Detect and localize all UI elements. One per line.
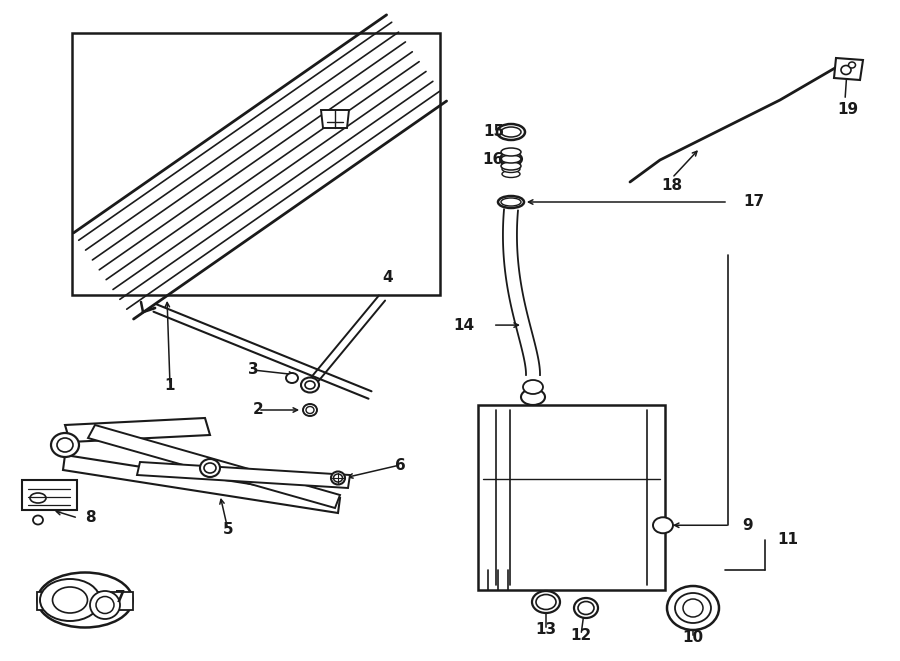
Ellipse shape bbox=[502, 171, 520, 178]
Ellipse shape bbox=[521, 389, 545, 405]
Bar bbox=[22, 480, 77, 510]
Ellipse shape bbox=[96, 596, 114, 613]
Ellipse shape bbox=[841, 65, 851, 75]
Ellipse shape bbox=[301, 377, 319, 393]
Ellipse shape bbox=[501, 198, 521, 206]
Text: 10: 10 bbox=[682, 631, 704, 646]
Ellipse shape bbox=[33, 516, 43, 524]
Ellipse shape bbox=[51, 433, 79, 457]
Ellipse shape bbox=[501, 148, 521, 156]
Ellipse shape bbox=[204, 463, 216, 473]
Ellipse shape bbox=[675, 593, 711, 623]
Text: 2: 2 bbox=[253, 403, 264, 418]
Ellipse shape bbox=[502, 165, 520, 173]
Ellipse shape bbox=[501, 162, 521, 170]
Text: 7: 7 bbox=[115, 590, 126, 605]
Ellipse shape bbox=[532, 591, 560, 613]
Ellipse shape bbox=[667, 586, 719, 630]
Text: 8: 8 bbox=[85, 510, 95, 525]
Ellipse shape bbox=[849, 62, 856, 68]
Ellipse shape bbox=[497, 124, 525, 140]
Polygon shape bbox=[37, 592, 133, 610]
Text: 11: 11 bbox=[777, 533, 798, 547]
Text: 9: 9 bbox=[742, 518, 752, 533]
Text: 17: 17 bbox=[743, 194, 764, 210]
Ellipse shape bbox=[52, 587, 87, 613]
Bar bbox=[72, 33, 440, 295]
Polygon shape bbox=[321, 110, 349, 128]
Ellipse shape bbox=[57, 438, 73, 452]
Text: 13: 13 bbox=[536, 623, 556, 637]
Text: 14: 14 bbox=[454, 317, 475, 332]
Text: 1: 1 bbox=[165, 377, 176, 393]
Ellipse shape bbox=[286, 373, 298, 383]
Text: 19: 19 bbox=[837, 102, 859, 118]
Ellipse shape bbox=[653, 518, 673, 533]
Ellipse shape bbox=[331, 471, 345, 485]
Ellipse shape bbox=[683, 599, 703, 617]
Text: 12: 12 bbox=[571, 627, 591, 642]
Text: 3: 3 bbox=[248, 362, 258, 377]
Ellipse shape bbox=[90, 591, 120, 619]
Ellipse shape bbox=[303, 404, 317, 416]
Polygon shape bbox=[65, 418, 210, 442]
Text: 4: 4 bbox=[382, 270, 393, 286]
Ellipse shape bbox=[578, 602, 594, 615]
Polygon shape bbox=[137, 462, 350, 488]
Text: 6: 6 bbox=[394, 457, 405, 473]
Ellipse shape bbox=[305, 381, 315, 389]
Bar bbox=[478, 405, 665, 590]
Text: 16: 16 bbox=[482, 151, 504, 167]
Ellipse shape bbox=[523, 380, 543, 394]
Polygon shape bbox=[834, 58, 863, 80]
Ellipse shape bbox=[200, 459, 220, 477]
Ellipse shape bbox=[574, 598, 598, 618]
Polygon shape bbox=[63, 455, 340, 513]
Ellipse shape bbox=[501, 155, 521, 163]
Ellipse shape bbox=[334, 474, 343, 482]
Polygon shape bbox=[88, 425, 340, 508]
Ellipse shape bbox=[500, 152, 522, 166]
Ellipse shape bbox=[502, 161, 520, 167]
Ellipse shape bbox=[501, 127, 521, 137]
Ellipse shape bbox=[40, 579, 100, 621]
Ellipse shape bbox=[536, 594, 556, 609]
Ellipse shape bbox=[306, 407, 314, 414]
Text: 15: 15 bbox=[483, 124, 504, 139]
Ellipse shape bbox=[498, 196, 524, 208]
Ellipse shape bbox=[30, 493, 46, 503]
Ellipse shape bbox=[38, 572, 132, 627]
Text: 18: 18 bbox=[662, 178, 682, 192]
Text: 5: 5 bbox=[222, 522, 233, 537]
